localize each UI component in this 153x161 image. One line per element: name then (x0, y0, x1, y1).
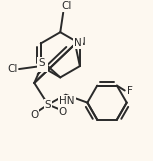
Text: N: N (74, 38, 82, 48)
Text: N: N (39, 61, 47, 71)
Text: O: O (59, 107, 67, 117)
Text: Cl: Cl (7, 64, 17, 74)
Text: S: S (38, 58, 45, 68)
Text: O: O (30, 110, 38, 120)
Text: F: F (127, 86, 133, 96)
Text: Cl: Cl (61, 1, 71, 11)
Text: HN: HN (59, 96, 75, 106)
Text: N: N (78, 37, 86, 47)
Text: S: S (45, 100, 51, 110)
